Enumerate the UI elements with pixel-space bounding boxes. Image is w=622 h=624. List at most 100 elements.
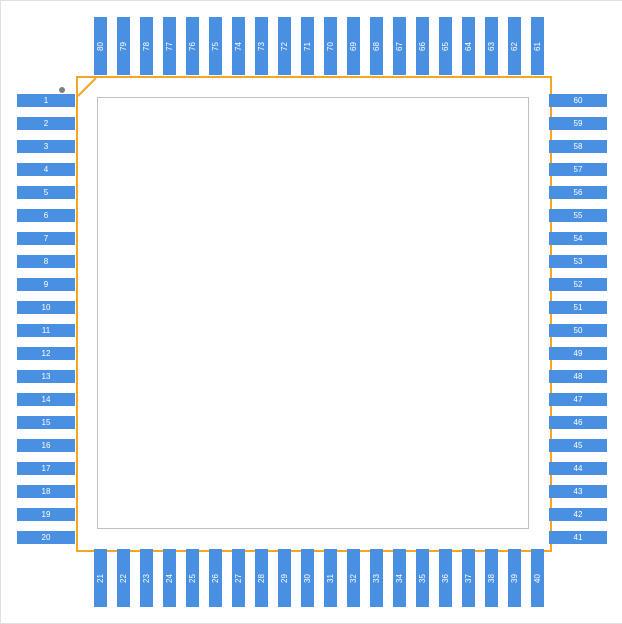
pin-72: 72 bbox=[278, 17, 291, 75]
pin-label: 5 bbox=[44, 188, 48, 197]
pin-29: 29 bbox=[278, 549, 291, 607]
pin-47: 47 bbox=[549, 393, 607, 406]
pin-20: 20 bbox=[17, 531, 75, 544]
pin-label: 78 bbox=[142, 42, 151, 51]
pin-label: 7 bbox=[44, 234, 48, 243]
pin-label: 12 bbox=[42, 349, 51, 358]
pin-22: 22 bbox=[117, 549, 130, 607]
pin-64: 64 bbox=[462, 17, 475, 75]
pin-label: 31 bbox=[326, 574, 335, 583]
pin-51: 51 bbox=[549, 301, 607, 314]
pin-69: 69 bbox=[347, 17, 360, 75]
pin-45: 45 bbox=[549, 439, 607, 452]
pin-46: 46 bbox=[549, 416, 607, 429]
pin-label: 47 bbox=[574, 395, 583, 404]
pin-25: 25 bbox=[186, 549, 199, 607]
pin-44: 44 bbox=[549, 462, 607, 475]
pin-label: 79 bbox=[119, 42, 128, 51]
pin-16: 16 bbox=[17, 439, 75, 452]
pin-54: 54 bbox=[549, 232, 607, 245]
pin-label: 45 bbox=[574, 441, 583, 450]
pin-label: 29 bbox=[280, 574, 289, 583]
pin-label: 66 bbox=[418, 42, 427, 51]
pin-75: 75 bbox=[209, 17, 222, 75]
pin-label: 15 bbox=[42, 418, 51, 427]
pin-label: 69 bbox=[349, 42, 358, 51]
pin-76: 76 bbox=[186, 17, 199, 75]
pin-label: 76 bbox=[188, 42, 197, 51]
pin-77: 77 bbox=[163, 17, 176, 75]
pin-60: 60 bbox=[549, 94, 607, 107]
pin-7: 7 bbox=[17, 232, 75, 245]
pin-52: 52 bbox=[549, 278, 607, 291]
pin-label: 49 bbox=[574, 349, 583, 358]
pin-41: 41 bbox=[549, 531, 607, 544]
pin-2: 2 bbox=[17, 117, 75, 130]
pin-label: 30 bbox=[303, 574, 312, 583]
pin-42: 42 bbox=[549, 508, 607, 521]
pin-19: 19 bbox=[17, 508, 75, 521]
pin-label: 65 bbox=[441, 42, 450, 51]
pin-label: 68 bbox=[372, 42, 381, 51]
pin-label: 8 bbox=[44, 257, 48, 266]
pin-label: 6 bbox=[44, 211, 48, 220]
pin-40: 40 bbox=[531, 549, 544, 607]
pin-63: 63 bbox=[485, 17, 498, 75]
pin-label: 74 bbox=[234, 42, 243, 51]
pin-label: 50 bbox=[574, 326, 583, 335]
pin-73: 73 bbox=[255, 17, 268, 75]
pin-label: 43 bbox=[574, 487, 583, 496]
pin-36: 36 bbox=[439, 549, 452, 607]
pin-label: 4 bbox=[44, 165, 48, 174]
pin-label: 48 bbox=[574, 372, 583, 381]
pin-28: 28 bbox=[255, 549, 268, 607]
pin-4: 4 bbox=[17, 163, 75, 176]
pin-label: 64 bbox=[464, 42, 473, 51]
package-inner-outline bbox=[97, 97, 529, 529]
pin-53: 53 bbox=[549, 255, 607, 268]
pin-67: 67 bbox=[393, 17, 406, 75]
pin-label: 53 bbox=[574, 257, 583, 266]
pin-label: 34 bbox=[395, 574, 404, 583]
pin-label: 70 bbox=[326, 42, 335, 51]
pin-label: 1 bbox=[44, 96, 48, 105]
pin-18: 18 bbox=[17, 485, 75, 498]
pin-label: 20 bbox=[42, 533, 51, 542]
pin-50: 50 bbox=[549, 324, 607, 337]
pin-label: 3 bbox=[44, 142, 48, 151]
pin-24: 24 bbox=[163, 549, 176, 607]
pin-label: 42 bbox=[574, 510, 583, 519]
pin-label: 13 bbox=[42, 372, 51, 381]
pin-label: 46 bbox=[574, 418, 583, 427]
pin-35: 35 bbox=[416, 549, 429, 607]
pin-label: 38 bbox=[487, 574, 496, 583]
pin-65: 65 bbox=[439, 17, 452, 75]
pin-1: 1 bbox=[17, 94, 75, 107]
pin-label: 11 bbox=[42, 326, 50, 335]
pin-78: 78 bbox=[140, 17, 153, 75]
pin-21: 21 bbox=[94, 549, 107, 607]
pin-label: 23 bbox=[142, 574, 151, 583]
pin-label: 9 bbox=[44, 280, 48, 289]
pin-label: 80 bbox=[96, 42, 105, 51]
pin-11: 11 bbox=[17, 324, 75, 337]
pin-66: 66 bbox=[416, 17, 429, 75]
pin-39: 39 bbox=[508, 549, 521, 607]
pin-27: 27 bbox=[232, 549, 245, 607]
pin-label: 14 bbox=[42, 395, 51, 404]
pin-label: 36 bbox=[441, 574, 450, 583]
pin-31: 31 bbox=[324, 549, 337, 607]
pin-6: 6 bbox=[17, 209, 75, 222]
pin-label: 62 bbox=[510, 42, 519, 51]
pin1-indicator-dot bbox=[59, 87, 65, 93]
pin-34: 34 bbox=[393, 549, 406, 607]
pin-label: 35 bbox=[418, 574, 427, 583]
pin-label: 54 bbox=[574, 234, 583, 243]
pin-label: 59 bbox=[574, 119, 583, 128]
pin-label: 27 bbox=[234, 574, 243, 583]
pin-label: 41 bbox=[574, 533, 583, 542]
pin-74: 74 bbox=[232, 17, 245, 75]
pin-label: 17 bbox=[42, 464, 51, 473]
pin-label: 73 bbox=[257, 42, 266, 51]
pin-59: 59 bbox=[549, 117, 607, 130]
